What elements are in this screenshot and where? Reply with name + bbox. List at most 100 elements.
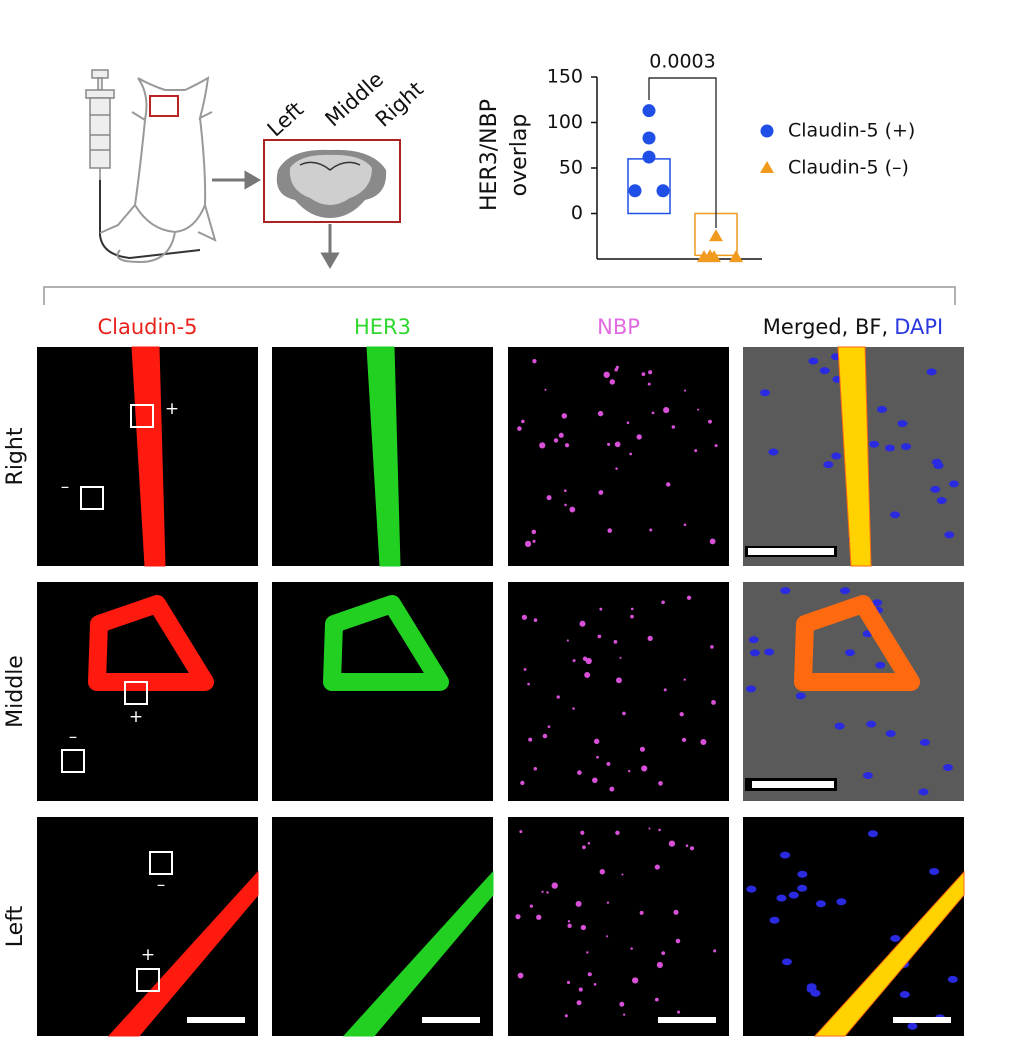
nbp-spot — [683, 678, 686, 681]
nbp-spot — [709, 538, 716, 545]
nbp-spot — [609, 786, 615, 792]
nbp-spot — [708, 419, 712, 424]
nbp-spot — [639, 746, 646, 752]
dapi-nucleus — [918, 788, 929, 796]
region-box — [61, 749, 85, 773]
nbp-spot — [531, 529, 537, 535]
data-point — [656, 184, 670, 198]
nbp-spot — [616, 677, 622, 684]
nbp-spot — [639, 910, 644, 915]
dapi-nucleus — [797, 884, 808, 892]
region-sign: – — [157, 875, 166, 895]
dapi-nucleus — [748, 636, 759, 644]
nbp-spot — [517, 972, 524, 979]
data-point — [642, 131, 656, 145]
micrograph — [272, 582, 493, 801]
nbp-spot — [679, 712, 684, 717]
data-point — [709, 229, 723, 242]
nbp-spot — [564, 1014, 568, 1018]
y-tick-label: 100 — [547, 111, 583, 133]
scale-bar — [187, 1017, 245, 1023]
nbp-spot — [661, 951, 666, 955]
nbp-spot — [544, 388, 547, 391]
nbp-spot — [663, 406, 670, 414]
y-tick-label: 150 — [547, 66, 583, 88]
data-point — [707, 250, 721, 263]
nbp-spot — [630, 947, 633, 950]
nbp-spot — [577, 770, 582, 775]
nbp-spot — [521, 614, 528, 620]
panels: Claudin-5 HER3 NBP Merged, BF, DAPI Right Midd… — [3, 315, 965, 1037]
nbp-spot — [546, 891, 549, 894]
nbp-spot — [593, 738, 600, 745]
nbp-spot — [532, 539, 536, 543]
dapi-nucleus — [760, 389, 771, 397]
nbp-spot — [647, 382, 651, 386]
nbp-spot — [547, 725, 551, 729]
region-sign: – — [69, 727, 78, 747]
dapi-nucleus — [764, 648, 775, 656]
nbp-spot — [606, 901, 610, 904]
nbp-spot — [619, 656, 622, 659]
dapi-nucleus — [899, 991, 910, 999]
nbp-spot — [563, 489, 567, 493]
data-point — [697, 250, 711, 263]
nbp-spot — [519, 830, 523, 834]
nbp-spot — [587, 841, 591, 845]
scale-bar — [422, 1017, 480, 1023]
nbp-spot — [654, 864, 660, 870]
nbp-spot — [622, 1013, 626, 1016]
nbp-spot — [533, 767, 538, 771]
nbp-spot — [585, 657, 592, 665]
dapi-nucleus — [948, 480, 959, 488]
nbp-spot — [619, 1001, 625, 1007]
dapi-nucleus — [836, 898, 847, 906]
nbp-spot — [607, 442, 611, 447]
dapi-nucleus — [844, 649, 855, 657]
dapi-nucleus — [823, 461, 834, 469]
nbp-spot — [630, 607, 634, 611]
nbp-spot — [683, 389, 687, 392]
data-point — [729, 250, 743, 263]
dapi-nucleus — [877, 405, 888, 413]
nbp-spot — [641, 372, 646, 377]
nbp-spot — [629, 452, 633, 456]
nbp-spot — [685, 844, 689, 847]
dapi-nucleus — [749, 649, 760, 657]
vessel — [323, 595, 449, 691]
nbp-spot — [658, 781, 663, 786]
dapi-nucleus — [769, 916, 780, 924]
region-box — [80, 486, 104, 510]
nbp-spot — [700, 738, 707, 746]
y-axis-label: HER3/NBP — [477, 99, 502, 211]
nbp-spot — [533, 618, 538, 622]
nbp-spot — [520, 780, 525, 786]
vessel — [131, 346, 166, 567]
brain-section — [276, 149, 387, 218]
vessel — [366, 346, 401, 567]
column-title: Claudin-5 — [97, 315, 197, 339]
bracket — [43, 286, 956, 305]
nbp-spot — [556, 695, 560, 699]
nbp-spot — [580, 924, 587, 931]
nbp-spot — [578, 987, 583, 992]
nbp-spot — [592, 777, 598, 784]
column-title: Merged, BF, DAPI — [763, 315, 943, 339]
row-label: Right — [3, 427, 28, 485]
nbp-spot — [656, 961, 663, 969]
micrograph — [508, 817, 729, 1036]
nbp-spot — [606, 935, 609, 938]
nbp-spot — [686, 595, 692, 600]
nbp-spot — [714, 444, 718, 448]
nbp-spot — [599, 869, 606, 875]
vessel — [837, 346, 872, 567]
nbp-spot — [615, 830, 620, 836]
nbp-spot — [517, 426, 522, 431]
data-point — [628, 184, 642, 198]
nbp-spot — [683, 523, 687, 527]
nbp-spot — [569, 506, 576, 513]
nbp-spot — [593, 982, 597, 986]
legend-marker — [760, 161, 774, 173]
column-title: HER3 — [354, 315, 411, 339]
nbp-spot — [647, 635, 653, 641]
